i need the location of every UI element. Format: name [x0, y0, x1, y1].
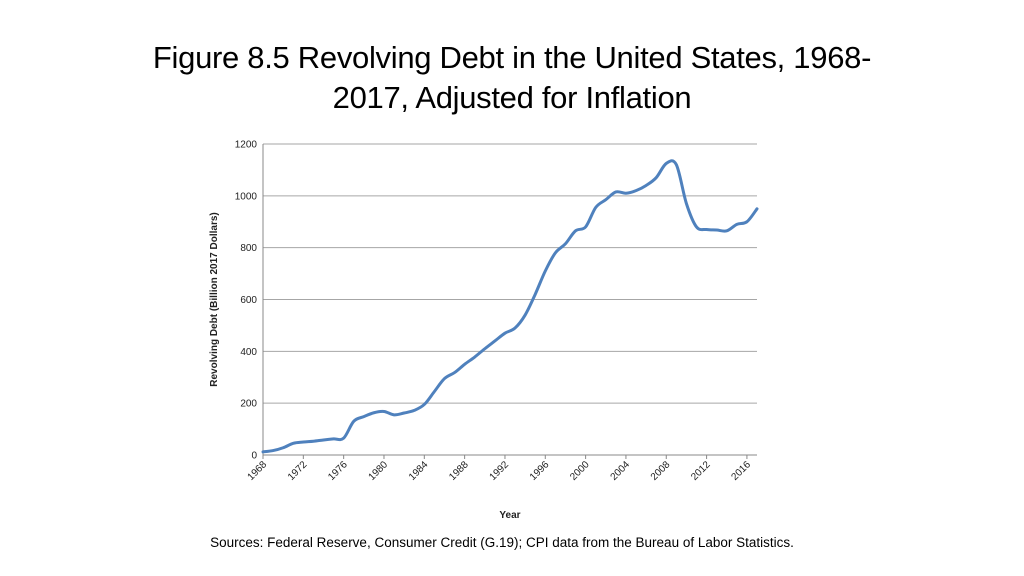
x-tick-label: 1980 [367, 459, 391, 483]
x-tick-label: 1976 [326, 459, 350, 483]
slide-title-line-1: Figure 8.5 Revolving Debt in the United … [152, 40, 872, 75]
y-tick-label: 200 [240, 399, 257, 410]
x-tick-label: 1984 [407, 459, 431, 483]
x-tick-label: 2012 [689, 459, 713, 483]
x-tick-label: 2000 [568, 459, 592, 483]
source-note: Sources: Federal Reserve, Consumer Credi… [210, 535, 794, 550]
x-tick-label: 1992 [488, 459, 512, 483]
y-tick-label: 600 [240, 295, 257, 306]
slide-title-line-2: 2017, Adjusted for Inflation [332, 80, 692, 115]
y-tick-label: 1200 [235, 140, 258, 151]
x-tick-label: 2016 [730, 459, 754, 483]
y-tick-label: 0 [251, 451, 257, 462]
x-tick-label: 2008 [649, 459, 673, 483]
gridlines [263, 143, 757, 404]
series-line-revolving-debt [261, 159, 759, 454]
y-tick-label: 400 [240, 347, 257, 358]
y-tick-label: 1000 [235, 191, 258, 202]
x-axis-title: Year [499, 510, 520, 521]
x-tick-label: 1988 [447, 459, 471, 483]
x-tick-label: 1996 [528, 459, 552, 483]
x-tick-label: 2004 [609, 459, 633, 483]
y-axis-ticks: 0 200 400 600 800 1000 1200 [235, 140, 258, 462]
x-tick-label: 1968 [246, 459, 270, 483]
x-tick-label: 1972 [286, 459, 310, 483]
x-axis-ticks: 1968 1972 1976 1980 1984 1988 1992 1996 2000 2004… [246, 455, 754, 483]
y-tick-label: 800 [240, 243, 257, 254]
slide-title: Figure 8.5 Revolving Debt in the United … [60, 38, 964, 118]
y-axis-title: Revolving Debt (Billion 2017 Dollars) [209, 212, 220, 386]
